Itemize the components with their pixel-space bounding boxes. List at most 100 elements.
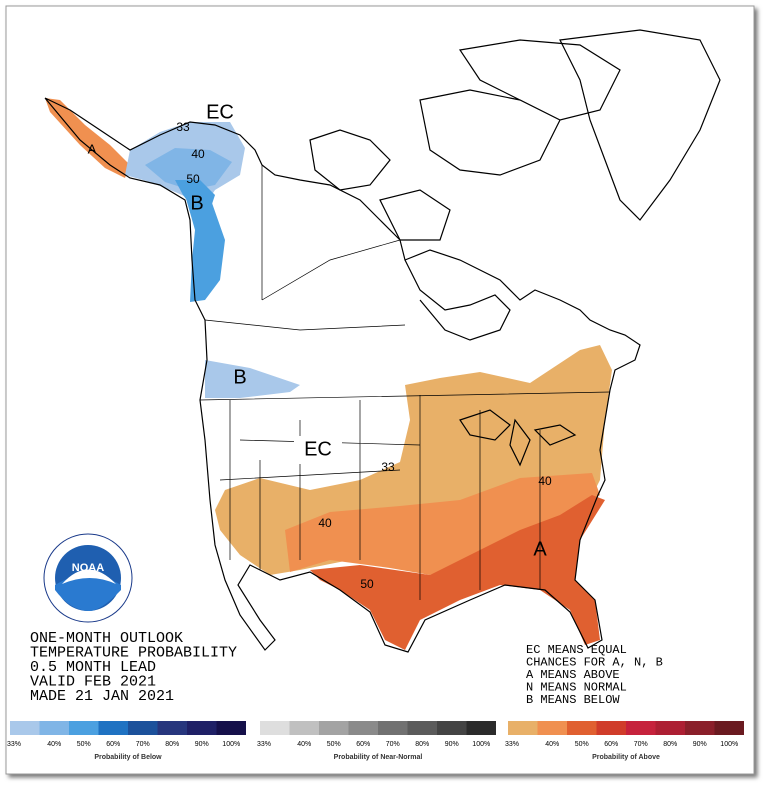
outlook-line: 0.5 MONTH LEAD [30, 659, 156, 676]
border [199, 165, 611, 600]
legend-label: 50% [327, 741, 341, 748]
legend-swatch [216, 721, 246, 735]
map-label: 40 [318, 516, 332, 530]
key-line: N MEANS NORMAL [526, 681, 627, 695]
map-label: 40 [191, 147, 205, 161]
legend-label: 50% [575, 741, 589, 748]
outlook-line: TEMPERATURE PROBABILITY [30, 644, 237, 661]
map-label: 33 [176, 120, 190, 134]
legend-label: 90% [195, 741, 209, 748]
legend-label: 100% [720, 741, 738, 748]
political-borders [199, 165, 611, 600]
legend-label: 70% [386, 741, 400, 748]
legend-label: 40% [545, 741, 559, 748]
legend-label: 60% [106, 741, 120, 748]
outlook-line: ONE-MONTH OUTLOOK [30, 630, 183, 647]
legend-title: Probability of Above [592, 754, 660, 761]
map-label: EC [304, 438, 332, 460]
legend-label: 33% [505, 741, 519, 748]
map-label: 50 [186, 172, 200, 186]
map-label: B [190, 192, 203, 214]
greenland [559, 29, 721, 221]
legend-label: 60% [604, 741, 618, 748]
key-line: A MEANS ABOVE [526, 668, 620, 682]
legend-label: 40% [47, 741, 61, 748]
legend-swatch [626, 721, 656, 735]
legend-swatch [39, 721, 69, 735]
legend-label: 33% [7, 741, 21, 748]
legend-swatch [466, 721, 496, 735]
key-line: EC MEANS EQUAL [526, 643, 627, 657]
legend-label: 90% [445, 741, 459, 748]
logo-text: NOAA [72, 562, 104, 574]
legend-swatch [260, 721, 290, 735]
legend-label: 80% [415, 741, 429, 748]
legend-swatch [437, 721, 467, 735]
legend-swatch [655, 721, 685, 735]
legend-swatch [69, 721, 99, 735]
legend-label: 70% [634, 741, 648, 748]
probability-region [310, 495, 605, 650]
probability-region [45, 98, 130, 178]
color-legends: 33% 40% 50% 60% 70% 80% 90% 100% Probability of … [7, 721, 744, 761]
legend-swatch [98, 721, 128, 735]
legend-swatch [289, 721, 319, 735]
legend-title: Probability of Below [94, 754, 162, 761]
legend-label: 100% [222, 741, 240, 748]
map-label: EC [206, 101, 234, 123]
legend-label: 80% [165, 741, 179, 748]
legend-label: 40% [297, 741, 311, 748]
legend-swatch [378, 721, 408, 735]
logo-wave [55, 575, 121, 612]
probability-region [185, 195, 225, 302]
legend-swatch [537, 721, 567, 735]
outlook-line: VALID FEB 2021 [30, 673, 156, 690]
map-label: A [533, 538, 547, 560]
legend-swatch [10, 721, 40, 735]
coastlines [44, 29, 721, 653]
logo-bird [62, 569, 116, 584]
legend-swatch [508, 721, 538, 735]
probability-region [285, 473, 600, 575]
map-label: 33 [381, 460, 395, 474]
key-line: CHANCES FOR A, N, B [526, 656, 663, 670]
key-line: B MEANS BELOW [526, 693, 620, 707]
legend-label: 90% [693, 741, 707, 748]
map-label: B [233, 366, 246, 388]
map-label: A [88, 141, 97, 156]
legend-swatch [714, 721, 744, 735]
legend-swatch [187, 721, 217, 735]
legend-label: 33% [257, 741, 271, 748]
probability-regions [45, 98, 612, 650]
legend-label: 80% [663, 741, 677, 748]
arctic-islands [309, 39, 621, 241]
legend-swatch [128, 721, 158, 735]
frame [5, 5, 755, 775]
legend-label: 50% [77, 741, 91, 748]
legend-swatch [319, 721, 349, 735]
noaa-logo: NOAA [43, 533, 133, 623]
legend-label: 100% [472, 741, 490, 748]
legend-swatch [157, 721, 187, 735]
hudson-bay [404, 259, 511, 341]
legend-label: 60% [356, 741, 370, 748]
great-lakes [459, 409, 577, 467]
map-label: 50 [360, 577, 374, 591]
map-label: 40 [538, 474, 552, 488]
legend-swatch [567, 721, 597, 735]
coastline [44, 97, 641, 653]
legend-swatch [348, 721, 378, 735]
legend-swatch [407, 721, 437, 735]
legend-swatch [685, 721, 715, 735]
probability-region [145, 148, 232, 190]
legend-swatch [596, 721, 626, 735]
legend-label: 70% [136, 741, 150, 748]
label-box [294, 436, 342, 464]
probability-region [205, 360, 300, 398]
legend-title: Probability of Near-Normal [334, 754, 423, 761]
